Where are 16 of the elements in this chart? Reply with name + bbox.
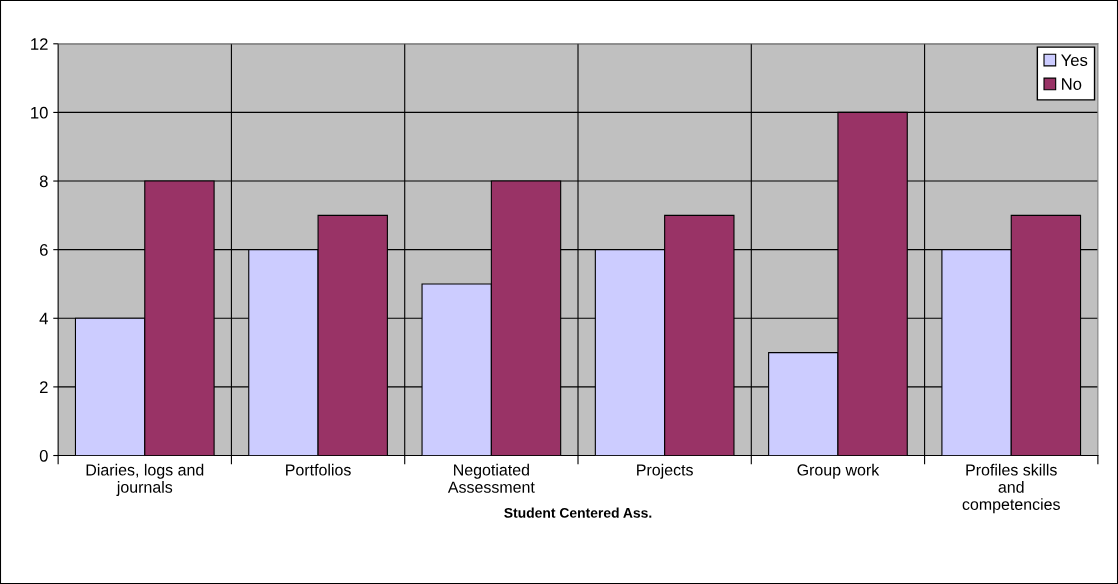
y-tick-label: 12	[31, 38, 48, 50]
y-tick-label: 2	[39, 381, 48, 393]
x-tick-label: Projects	[637, 463, 693, 479]
y-tick-label: 0	[39, 449, 48, 462]
x-tick-label: Group work	[797, 463, 880, 479]
x-tick-label: Diaries, logs and journals	[86, 463, 204, 496]
y-tick-label: 4	[39, 312, 48, 325]
x-tick-label: Profiles skills and competencies	[962, 463, 1060, 514]
y-tick-label: 6	[39, 244, 48, 256]
x-tick-label: Negotiated Assessment	[447, 463, 535, 493]
y-tick-label: 8	[39, 175, 48, 188]
x-axis-title: Student Centered Ass.	[504, 507, 652, 518]
legend-label: Yes	[1061, 54, 1088, 67]
y-tick-label: 10	[31, 106, 48, 119]
legend-label: No	[1062, 78, 1082, 90]
x-tick-label: Portfolios	[286, 463, 351, 476]
